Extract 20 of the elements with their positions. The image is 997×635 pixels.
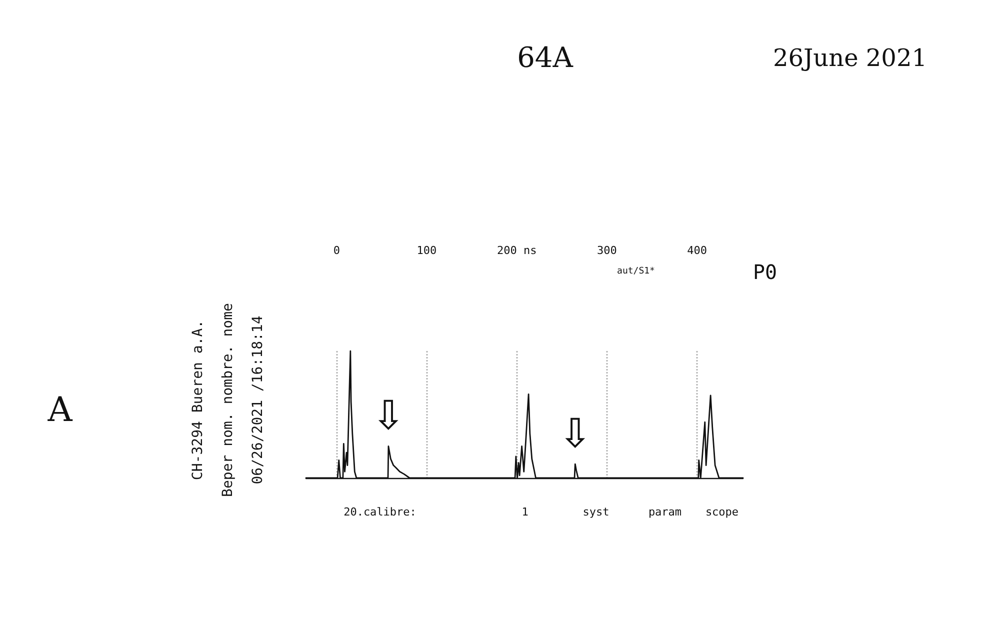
text: 06/26/2021 /16:18:14: [250, 316, 266, 484]
annotation: ⇩: [558, 411, 592, 458]
text: scope: [705, 506, 739, 518]
text: P0: [752, 260, 778, 284]
text: param: [648, 506, 682, 518]
text: CH-3294 Bueren a.A.: [190, 320, 206, 480]
x-tick-label: 400: [687, 244, 707, 257]
text: 20.calibre:: [344, 506, 416, 518]
x-tick-label: 0: [333, 244, 340, 257]
text: syst: [582, 506, 610, 518]
x-tick-label: 200 ns: [496, 244, 537, 257]
text: 26June 2021: [773, 44, 927, 72]
annotation: ⇩: [372, 393, 406, 440]
text: aut/S1*: [617, 266, 655, 276]
x-tick-label: 300: [597, 244, 617, 257]
x-tick-label: 100: [416, 244, 437, 257]
text: Beper nom. nombre. nome: [220, 303, 236, 497]
text: A: [48, 390, 72, 430]
text: 1: [522, 506, 528, 518]
text: 64A: [517, 41, 573, 74]
